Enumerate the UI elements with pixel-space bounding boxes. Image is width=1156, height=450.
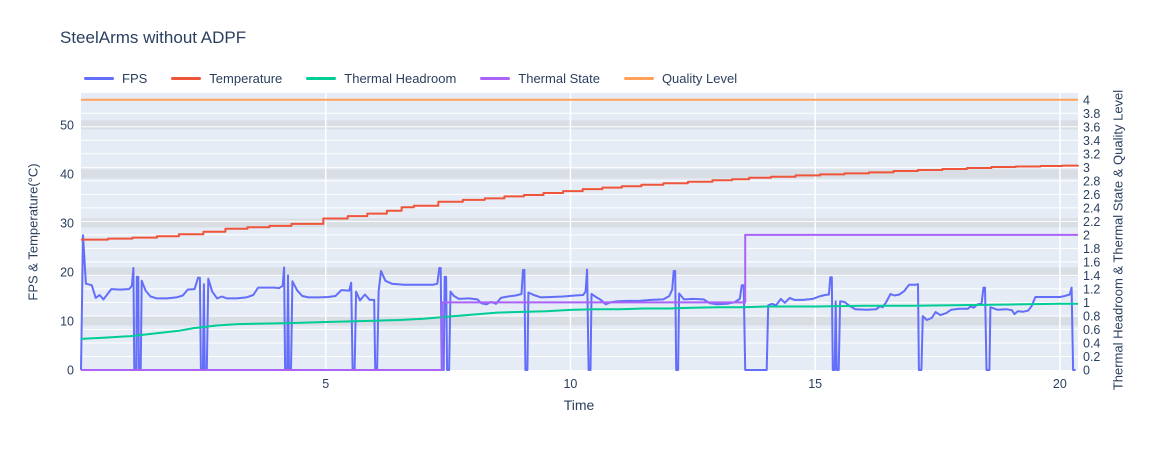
left-axis-grid-band [81, 316, 1078, 326]
left-axis-grid-band [81, 267, 1078, 277]
y-right-tick-label: 3.6 [1083, 120, 1100, 134]
y-right-tick-label: 1 [1083, 296, 1090, 310]
left-axis-grid-band [81, 169, 1078, 179]
y-right-tick-label: 0.4 [1083, 336, 1100, 350]
chart-title: SteelArms without ADPF [60, 28, 247, 47]
legend: FPS Temperature Thermal Headroom Thermal St… [84, 71, 761, 86]
legend-item-thermal-headroom[interactable]: Thermal Headroom [306, 71, 456, 86]
legend-label: Thermal Headroom [344, 71, 457, 86]
y-right-tick-label: 1.6 [1083, 255, 1100, 269]
legend-swatch-thermal-state [480, 77, 511, 80]
y-left-tick-label: 40 [60, 167, 74, 181]
series-line-fps [80, 234, 1076, 371]
y-right-tick-label: 3.4 [1083, 134, 1100, 148]
series-line-thermal-state [81, 233, 1078, 371]
y-right-tick-label: 2.4 [1083, 201, 1100, 215]
plot-area[interactable] [81, 93, 1078, 370]
legend-label: Quality Level [661, 71, 738, 86]
y-axis-left-title: FPS & Temperature(°C) [25, 163, 41, 301]
y-right-tick-label: 3 [1083, 161, 1090, 175]
series-line-temperature [81, 164, 1079, 241]
y-right-tick-label: 2.6 [1083, 188, 1100, 202]
legend-item-quality-level[interactable]: Quality Level [623, 71, 738, 86]
y-right-tick-label: 1.4 [1083, 269, 1100, 283]
left-axis-grid-band [81, 120, 1078, 130]
legend-label: Thermal State [518, 71, 600, 86]
legend-swatch-thermal-headroom [306, 77, 337, 80]
legend-label: Temperature [209, 71, 283, 86]
legend-item-temperature[interactable]: Temperature [171, 71, 282, 86]
y-right-tick-label: 2.8 [1083, 174, 1100, 188]
legend-label: FPS [122, 71, 148, 86]
legend-swatch-fps [84, 77, 114, 80]
legend-item-fps[interactable]: FPS [84, 71, 147, 86]
x-tick-label: 10 [563, 377, 577, 391]
y-left-tick-label: 10 [60, 314, 74, 328]
legend-item-thermal-state[interactable]: Thermal State [480, 71, 600, 86]
y-right-tick-label: 3.8 [1083, 107, 1100, 121]
y-right-tick-label: 2.2 [1083, 215, 1100, 229]
legend-swatch-quality-level [623, 77, 654, 80]
series-line-thermal-headroom [80, 302, 1078, 340]
x-tick-label: 5 [322, 377, 329, 391]
x-axis-title: Time [563, 397, 595, 413]
y-right-tick-label: 0.2 [1083, 350, 1100, 364]
y-right-tick-label: 3.2 [1083, 147, 1100, 161]
y-right-tick-label: 0.6 [1083, 323, 1100, 337]
left-axis-grid-band [81, 218, 1078, 228]
y-right-tick-label: 0.8 [1083, 309, 1100, 323]
y-left-tick-label: 0 [67, 364, 74, 378]
legend-swatch-temperature [171, 77, 202, 80]
y-left-tick-label: 50 [60, 118, 74, 132]
y-right-tick-label: 4 [1083, 93, 1090, 107]
y-left-tick-label: 20 [60, 265, 74, 279]
y-right-tick-label: 0 [1083, 364, 1090, 378]
y-right-tick-label: 1.2 [1083, 282, 1100, 296]
y-right-tick-label: 2 [1083, 228, 1090, 242]
x-tick-label: 20 [1053, 377, 1067, 391]
y-axis-right-title: Thermal Headroom & Thermal State & Quali… [1110, 89, 1126, 391]
y-left-tick-label: 30 [60, 216, 74, 230]
x-tick-label: 15 [808, 377, 822, 391]
y-right-tick-label: 1.8 [1083, 242, 1100, 256]
